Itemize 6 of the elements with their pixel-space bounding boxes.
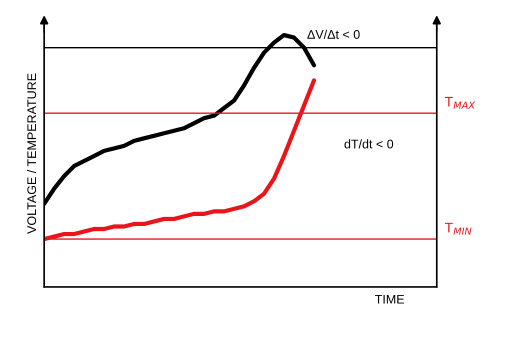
- x-axis-title: TIME: [375, 294, 404, 304]
- ref-line-label: T$_{MAX}$: [444, 96, 476, 109]
- annotation: ΔV/Δt < 0: [307, 30, 360, 39]
- y-axis-title: VOLTAGE / TEMPERATURE: [26, 74, 36, 234]
- ref-line-label: T$_{MIN}$: [444, 222, 472, 235]
- text: dT/dt < 0: [344, 139, 394, 148]
